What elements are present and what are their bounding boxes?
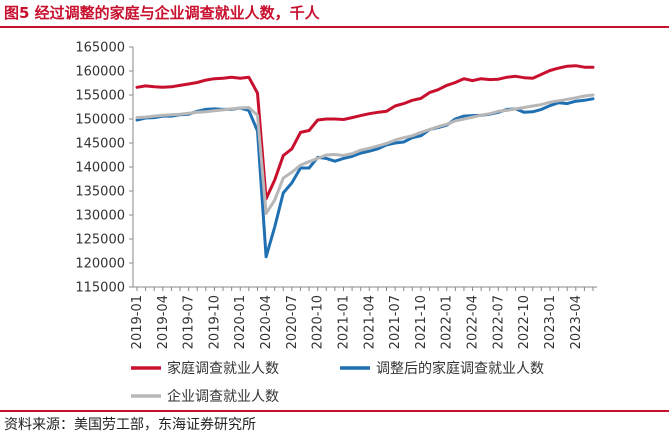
series-lines: [135, 64, 595, 259]
x-tick-label: 2021-10: [414, 295, 429, 349]
y-tick-label: 150000: [75, 113, 125, 128]
source-divider: [0, 410, 669, 412]
tick-labels: 115000 120000 125000 130000 135000 140000 1450…: [75, 41, 583, 350]
y-tick-label: 125000: [75, 233, 125, 248]
y-tick-label: 165000: [75, 41, 125, 56]
chart-title: 图5 经过调整的家庭与企业调查就业人数，千人: [4, 4, 320, 22]
x-tick-label: 2021-04: [362, 295, 377, 349]
x-tick-label: 2020-01: [233, 295, 248, 349]
x-tick-label: 2022-07: [491, 295, 506, 349]
source-note: 资料来源：美国劳工部，东海证券研究所: [4, 417, 256, 433]
series-line-2: [135, 97, 595, 259]
y-tick-label: 140000: [75, 161, 125, 176]
x-tick-label: 2023-01: [543, 295, 558, 349]
x-tick-label: 2019-07: [182, 295, 197, 349]
x-tick-label: 2022-01: [440, 295, 455, 349]
y-tick-label: 160000: [75, 65, 125, 80]
series-line-3: [135, 93, 595, 216]
legend-label: 家庭调查就业人数: [167, 360, 279, 377]
x-tick-label: 2019-10: [207, 295, 222, 349]
y-tick-label: 145000: [75, 137, 125, 152]
axes: [129, 46, 597, 291]
x-tick-label: 2022-10: [517, 295, 532, 349]
y-tick-label: 115000: [75, 281, 125, 296]
y-tick-label: 120000: [75, 257, 125, 272]
x-tick-label: 2021-07: [388, 295, 403, 349]
y-tick-label: 130000: [75, 209, 125, 224]
title-divider: [0, 26, 669, 28]
series-line-1: [135, 64, 595, 201]
x-tick-label: 2019-01: [130, 295, 145, 349]
x-tick-label: 2022-04: [466, 295, 481, 349]
x-tick-label: 2020-07: [285, 295, 300, 349]
x-tick-label: 2020-04: [259, 295, 274, 349]
x-tick-label: 2020-10: [311, 295, 326, 349]
legend-label: 企业调查就业人数: [167, 388, 279, 405]
y-tick-label: 135000: [75, 185, 125, 200]
y-tick-label: 155000: [75, 89, 125, 104]
x-tick-label: 2019-04: [156, 295, 171, 349]
x-tick-label: 2021-01: [336, 295, 351, 349]
x-tick-label: 2023-04: [569, 295, 584, 349]
legend-label: 调整后的家庭调查就业人数: [376, 360, 544, 377]
